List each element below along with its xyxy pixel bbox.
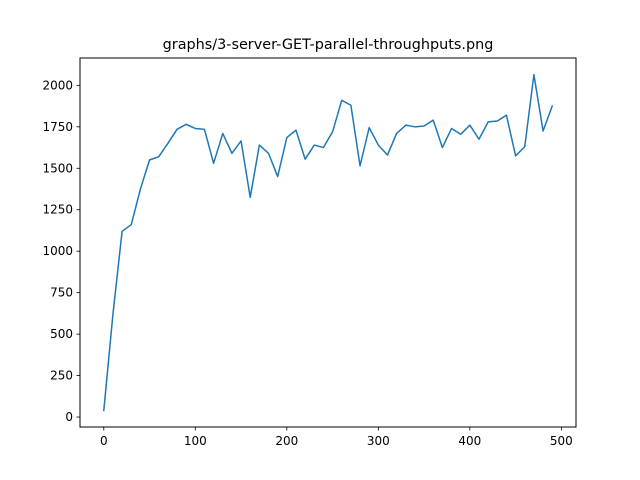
- y-tick-label: 750: [50, 286, 73, 300]
- x-axis: 0 100 200 300 400 500: [100, 427, 573, 448]
- x-tick-label: 300: [367, 434, 390, 448]
- y-tick-label: 1500: [42, 161, 73, 175]
- plot-frame: [79, 57, 577, 428]
- y-tick-label: 1250: [42, 203, 73, 217]
- y-tick-label: 0: [65, 410, 73, 424]
- y-tick-label: 1000: [42, 244, 73, 258]
- x-tick-label: 0: [100, 434, 108, 448]
- x-tick-label: 100: [184, 434, 207, 448]
- x-tick-label: 400: [458, 434, 481, 448]
- x-tick-label: 200: [275, 434, 298, 448]
- chart-title: graphs/3-server-GET-parallel-throughputs…: [163, 37, 494, 53]
- series-line: [102, 73, 554, 412]
- series-group: [102, 73, 554, 412]
- y-tick-label: 500: [50, 327, 73, 341]
- x-tick-label: 500: [550, 434, 573, 448]
- y-tick-label: 1750: [42, 120, 73, 134]
- y-axis: 0 250 500 750 1000 1250 1500 1750 2000: [42, 78, 80, 424]
- y-tick-label: 250: [50, 369, 73, 383]
- y-tick-label: 2000: [42, 78, 73, 92]
